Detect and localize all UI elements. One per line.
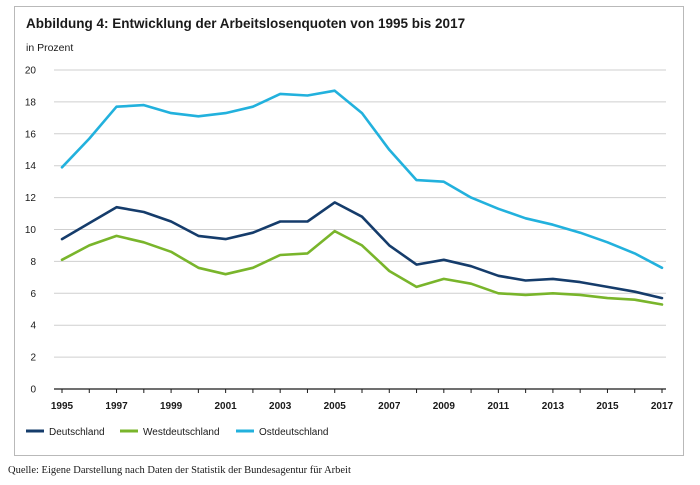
x-tick-label: 2013 — [542, 401, 565, 412]
series-line-westdeutschland — [60, 229, 664, 306]
x-tick-label: 2017 — [651, 401, 674, 412]
x-tick-label: 2011 — [488, 401, 510, 412]
y-tick-label: 12 — [25, 193, 37, 204]
series-lines — [60, 89, 664, 306]
x-tick-label: 2003 — [269, 401, 292, 412]
x-tick-label: 1995 — [51, 401, 74, 412]
x-tick-labels: 1995 1997 1999 2001 2003 2005 2007 2009 2011 2013… — [51, 401, 674, 412]
y-tick-label: 20 — [25, 66, 37, 77]
y-tick-label: 16 — [25, 129, 37, 140]
x-tick-label: 2001 — [215, 401, 238, 412]
grid-lines — [54, 69, 666, 358]
y-tick-label: 8 — [30, 257, 36, 268]
series-line-deutschland — [60, 201, 664, 300]
x-axis — [54, 388, 666, 393]
legend: Deutschland Westdeutschland Ostdeutschland — [26, 427, 329, 438]
chart-title: Abbildung 4: Entwicklung der Arbeitslose… — [26, 16, 466, 31]
legend-label-westdeutschland: Westdeutschland — [143, 427, 220, 438]
x-tick-label: 2005 — [324, 401, 347, 412]
y-tick-label: 6 — [30, 289, 36, 300]
y-tick-label: 4 — [30, 321, 36, 332]
source-note: Quelle: Eigene Darstellung nach Daten de… — [8, 465, 351, 476]
y-tick-label: 0 — [30, 385, 36, 396]
y-tick-label: 10 — [25, 225, 37, 236]
y-axis-unit-label: in Prozent — [26, 42, 74, 54]
y-tick-label: 2 — [30, 353, 36, 364]
y-tick-label: 18 — [25, 97, 37, 108]
legend-label-deutschland: Deutschland — [49, 427, 105, 438]
x-tick-label: 2009 — [433, 401, 456, 412]
y-tick-labels: 0 2 4 6 8 10 12 14 16 18 20 — [25, 66, 37, 396]
chart-frame — [14, 6, 684, 456]
y-tick-label: 14 — [25, 161, 37, 172]
series-line-ostdeutschland — [60, 89, 664, 270]
x-tick-label: 2007 — [378, 401, 401, 412]
x-tick-label: 2015 — [596, 401, 619, 412]
x-tick-label: 1999 — [160, 401, 183, 412]
x-tick-label: 1997 — [105, 401, 128, 412]
legend-label-ostdeutschland: Ostdeutschland — [259, 427, 329, 438]
